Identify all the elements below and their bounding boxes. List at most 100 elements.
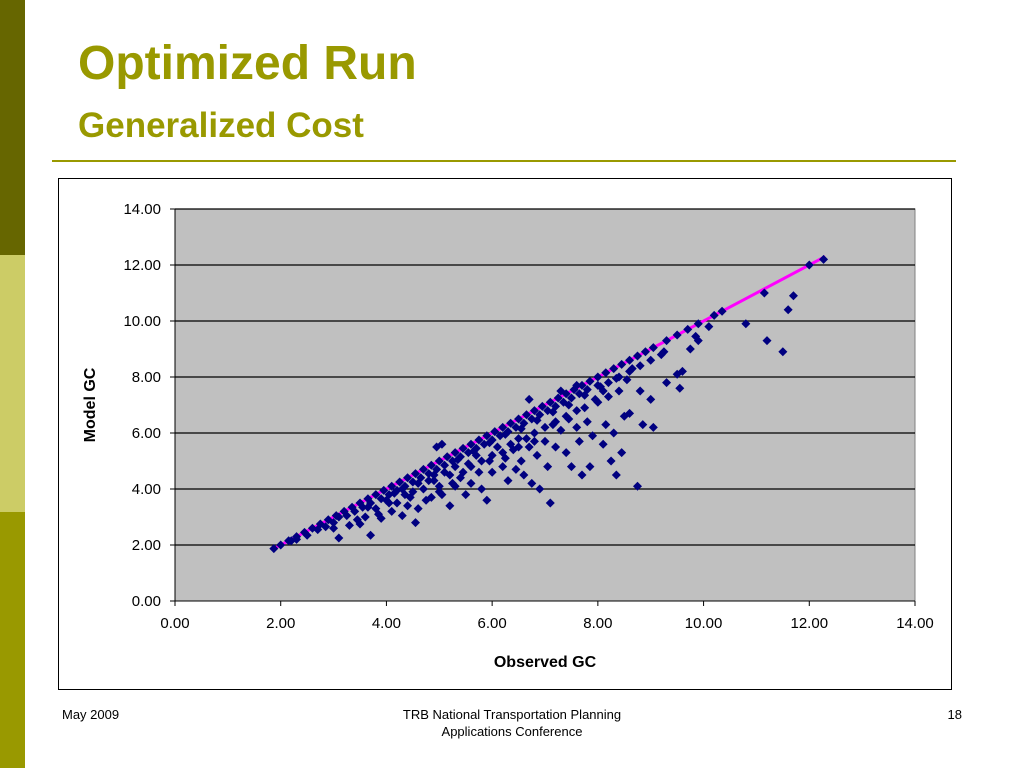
x-tick-label: 14.00 xyxy=(896,615,934,632)
data-point xyxy=(635,386,645,396)
data-point xyxy=(614,386,624,396)
y-tick-label: 2.00 xyxy=(132,537,161,554)
footer-conference-line2: Applications Conference xyxy=(441,724,583,739)
data-point xyxy=(511,464,521,474)
data-point xyxy=(672,330,682,340)
data-point xyxy=(804,260,814,270)
data-point xyxy=(424,476,434,486)
data-point xyxy=(503,476,513,486)
data-point xyxy=(633,351,642,361)
data-point xyxy=(445,501,455,511)
data-point xyxy=(662,378,672,388)
data-point xyxy=(548,420,558,430)
data-point xyxy=(395,477,405,487)
data-point xyxy=(445,470,455,480)
data-point xyxy=(429,470,439,480)
data-point xyxy=(506,439,516,449)
data-point xyxy=(461,490,471,500)
data-point xyxy=(617,359,627,369)
x-tick-label: 10.00 xyxy=(685,615,723,632)
data-point xyxy=(352,515,362,525)
y-axis-title: Model GC xyxy=(82,367,99,442)
data-point xyxy=(611,470,621,480)
data-point xyxy=(675,383,685,393)
data-point xyxy=(633,481,642,491)
data-point xyxy=(403,501,413,511)
data-point xyxy=(561,389,571,399)
data-point xyxy=(524,394,534,404)
footer-conference: TRB National Transportation Planning App… xyxy=(362,706,662,740)
footer-conference-line1: TRB National Transportation Planning xyxy=(402,707,622,722)
data-point xyxy=(601,420,611,430)
data-point xyxy=(759,288,769,298)
data-point xyxy=(646,355,656,365)
gridlines xyxy=(175,208,915,546)
data-point xyxy=(442,452,452,462)
data-point xyxy=(434,487,444,497)
data-point xyxy=(585,376,595,386)
data-point xyxy=(466,462,476,472)
y-tick-label: 4.00 xyxy=(132,481,161,498)
data-point xyxy=(437,439,447,449)
data-point xyxy=(532,450,542,460)
data-point xyxy=(453,455,463,465)
x-tick-label: 4.00 xyxy=(372,615,401,632)
data-point xyxy=(640,347,650,357)
data-point xyxy=(358,502,368,512)
data-point xyxy=(522,410,531,420)
data-point xyxy=(487,450,497,460)
data-point xyxy=(366,530,376,540)
y-tick-label: 12.00 xyxy=(123,257,161,274)
data-point xyxy=(648,343,658,353)
data-point xyxy=(498,422,508,432)
data-point xyxy=(601,368,611,378)
data-point xyxy=(659,347,669,357)
data-point xyxy=(490,427,500,437)
y-tick-label: 0.00 xyxy=(132,593,161,610)
data-point xyxy=(585,462,595,472)
data-point xyxy=(537,401,547,411)
data-point xyxy=(545,498,555,508)
data-point xyxy=(450,462,460,472)
data-point xyxy=(485,438,494,448)
data-point xyxy=(603,392,613,402)
data-point xyxy=(469,446,479,456)
data-point xyxy=(559,397,568,407)
data-point xyxy=(717,306,727,316)
data-point xyxy=(418,464,428,474)
data-point xyxy=(418,484,428,494)
data-point xyxy=(360,512,370,522)
data-point xyxy=(477,456,487,466)
data-point xyxy=(411,518,420,528)
sidebar-band-bottom xyxy=(0,512,25,768)
scatter-chart: 0.00 2.00 4.00 6.00 8.00 10.00 12.00 14.00 0.00 2… xyxy=(82,201,934,671)
data-point xyxy=(788,291,798,301)
data-point xyxy=(474,467,484,477)
x-tick-label: 0.00 xyxy=(160,615,189,632)
data-point xyxy=(741,319,751,329)
data-point xyxy=(577,470,587,480)
data-point xyxy=(519,470,529,480)
data-point xyxy=(458,467,468,477)
data-point xyxy=(387,481,397,491)
data-point xyxy=(363,502,373,512)
data-point xyxy=(609,364,619,374)
data-point xyxy=(638,420,648,430)
x-tick-label: 8.00 xyxy=(583,615,612,632)
data-point xyxy=(625,355,635,365)
data-point xyxy=(514,434,524,444)
data-point xyxy=(506,418,516,428)
chart-frame: 0.00 2.00 4.00 6.00 8.00 10.00 12.00 14.00 0.00 2… xyxy=(58,178,952,690)
data-point xyxy=(572,422,582,432)
data-point xyxy=(548,407,558,417)
data-point xyxy=(292,534,302,544)
data-point xyxy=(646,394,656,404)
data-point xyxy=(582,417,592,427)
data-point xyxy=(392,498,402,508)
data-point xyxy=(572,380,582,390)
data-point xyxy=(529,428,539,438)
data-point xyxy=(662,336,672,346)
data-point xyxy=(276,540,286,550)
data-point xyxy=(561,448,571,458)
data-point xyxy=(458,443,468,453)
